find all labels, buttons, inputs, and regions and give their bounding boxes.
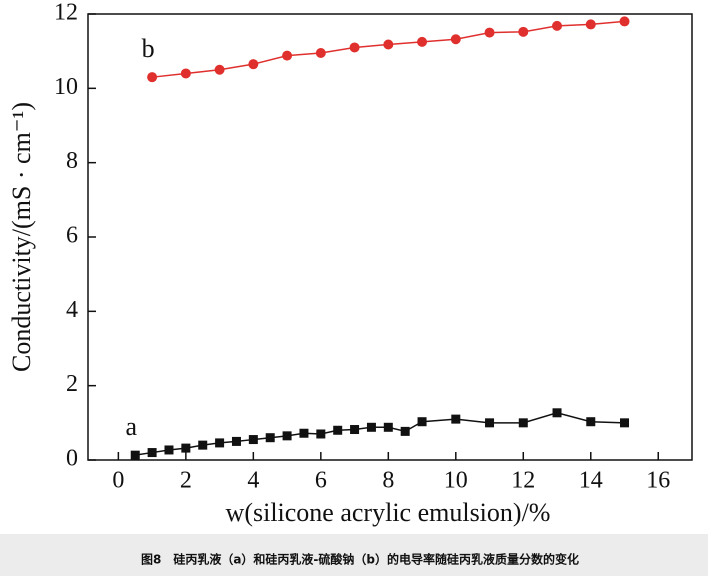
marker — [214, 64, 225, 75]
marker — [147, 448, 157, 458]
x-tick-label: 16 — [646, 468, 670, 494]
x-tick-label: 6 — [315, 468, 327, 494]
marker — [383, 422, 393, 432]
x-tick-label: 14 — [579, 468, 603, 494]
marker — [400, 426, 410, 436]
marker — [585, 19, 596, 30]
y-tick-label: 8 — [66, 148, 78, 174]
x-axis-label: w(silicone acrylic emulsion)/% — [226, 498, 551, 527]
marker — [485, 418, 495, 428]
marker — [282, 50, 293, 61]
marker — [383, 39, 394, 50]
marker — [620, 418, 630, 428]
y-tick-label: 6 — [66, 223, 78, 249]
marker — [586, 417, 596, 427]
marker — [198, 440, 208, 450]
x-tick-label: 8 — [382, 468, 394, 494]
marker — [451, 414, 461, 424]
marker — [484, 27, 495, 38]
caption-bar — [0, 534, 708, 576]
x-tick-label: 12 — [511, 468, 535, 494]
series-label: b — [142, 34, 155, 63]
marker — [518, 418, 528, 428]
x-tick-label: 10 — [444, 468, 468, 494]
marker — [282, 431, 292, 441]
y-tick-label: 2 — [66, 371, 78, 397]
marker — [450, 34, 461, 45]
y-tick-label: 12 — [54, 0, 78, 26]
y-axis-label: Conductivity/(mS · cm⁻¹) — [7, 102, 36, 372]
marker — [552, 20, 563, 31]
marker — [333, 425, 343, 435]
x-tick-label: 2 — [180, 468, 192, 494]
marker — [316, 429, 326, 439]
marker — [299, 428, 309, 438]
marker — [619, 16, 630, 27]
marker — [231, 436, 241, 446]
series-line — [135, 412, 625, 456]
y-tick-label: 4 — [66, 297, 78, 323]
marker — [350, 425, 360, 435]
marker — [518, 26, 529, 37]
marker — [181, 443, 191, 453]
marker — [265, 433, 275, 443]
x-tick-label: 4 — [247, 468, 259, 494]
marker — [366, 422, 376, 432]
marker — [315, 48, 326, 59]
marker — [349, 42, 360, 53]
marker — [248, 435, 258, 445]
marker — [215, 438, 225, 448]
plot-frame — [87, 13, 693, 461]
x-tick-label: 0 — [112, 468, 124, 494]
y-tick-label: 0 — [66, 446, 78, 472]
marker — [147, 72, 158, 83]
marker — [164, 445, 174, 455]
marker — [417, 417, 427, 427]
marker — [248, 59, 259, 70]
marker — [180, 68, 191, 79]
marker — [552, 408, 562, 418]
y-tick-label: 10 — [54, 74, 78, 100]
series-label: a — [125, 412, 137, 441]
marker — [417, 36, 428, 47]
marker — [130, 450, 140, 460]
caption: 图8 硅丙乳液（a）和硅丙乳液-硫酸钠（b）的电导率随硅丙乳液质量分数的变化 — [141, 552, 579, 567]
